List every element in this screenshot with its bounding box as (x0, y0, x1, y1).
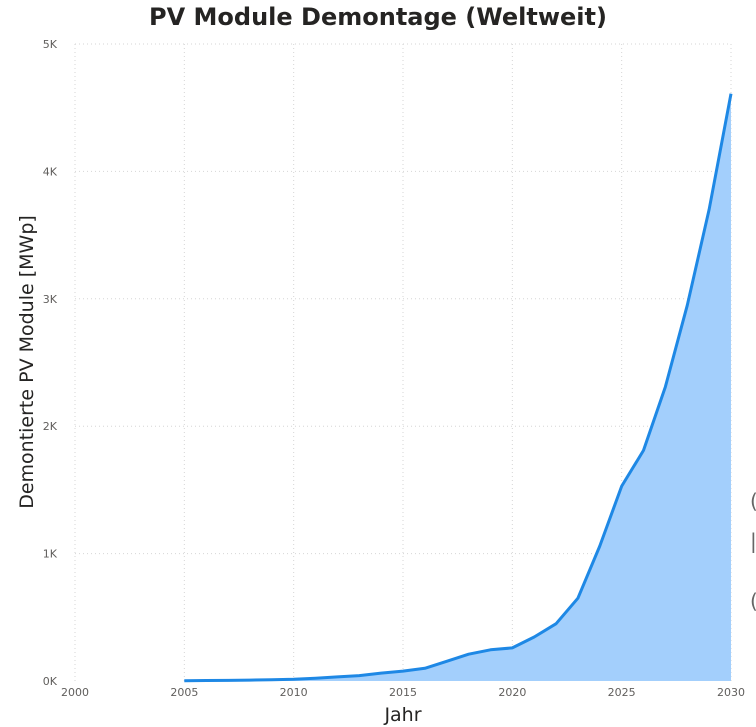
grid-lines (74, 43, 732, 681)
svg-text:(: ( (750, 589, 756, 613)
y-tick-label: 2K (43, 420, 58, 433)
x-tick-label: 2025 (608, 686, 636, 699)
clipped-edge-element: ( | ( (750, 489, 756, 613)
x-tick-label: 2005 (170, 686, 198, 699)
x-axis-label: Jahr (383, 704, 421, 726)
x-tick-label: 2000 (61, 686, 89, 699)
y-tick-label: 4K (43, 165, 58, 178)
y-axis-label: Demontierte PV Module [MWp] (16, 215, 38, 509)
y-axis-ticks: 0K 1K 2K 3K 4K 5K (43, 38, 58, 688)
y-tick-label: 5K (43, 38, 58, 51)
x-tick-label: 2010 (280, 686, 308, 699)
series-line (184, 93, 733, 683)
x-tick-label: 2015 (389, 686, 417, 699)
area-fill (184, 93, 732, 681)
area-series (184, 93, 733, 683)
y-tick-label: 1K (43, 548, 58, 561)
x-tick-label: 2020 (498, 686, 526, 699)
x-tick-label: 2030 (717, 686, 745, 699)
y-tick-label: 3K (43, 293, 58, 306)
svg-text:(: ( (750, 489, 756, 513)
x-axis-ticks: 2000 2005 2010 2015 2020 2025 2030 (61, 686, 745, 699)
chart-title: PV Module Demontage (Weltweit) (149, 3, 607, 31)
svg-text:|: | (750, 529, 756, 553)
y-tick-label: 0K (43, 675, 58, 688)
